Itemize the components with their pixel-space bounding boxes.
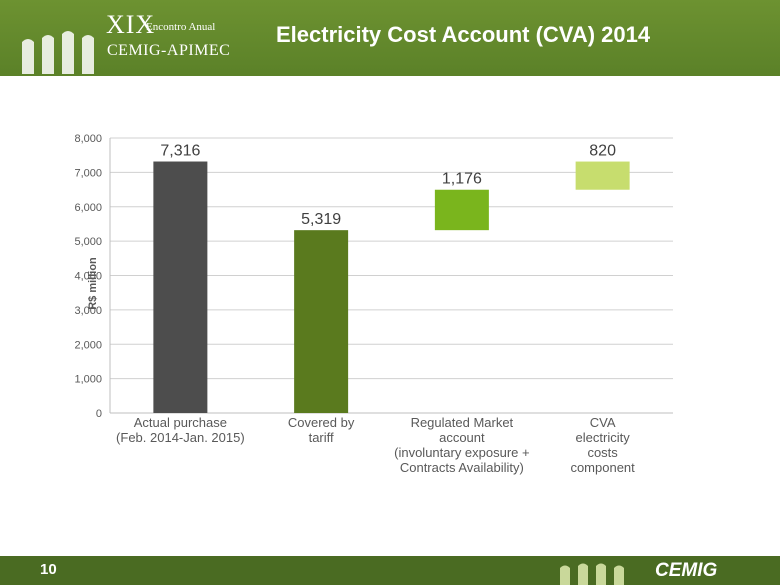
y-tick-label: 5,000 bbox=[74, 236, 102, 248]
bar bbox=[153, 161, 208, 413]
x-category-label-line: component bbox=[570, 460, 635, 475]
x-category-label: Actual purchase (Feb. 2014-Jan. 2015) bbox=[105, 415, 255, 445]
y-tick-label: 8,000 bbox=[74, 133, 102, 145]
bar bbox=[575, 161, 630, 190]
y-tick-label: 0 bbox=[96, 408, 102, 420]
y-tick-label: 7,000 bbox=[74, 167, 102, 179]
page-number: 10 bbox=[40, 561, 57, 578]
footer-band: 10 CEMIG bbox=[0, 556, 780, 585]
brand-wordmark: CEMIG bbox=[655, 560, 718, 581]
x-category-label-line: (Feb. 2014-Jan. 2015) bbox=[116, 430, 245, 445]
bar bbox=[434, 189, 489, 231]
data-label: 7,316 bbox=[160, 143, 200, 160]
data-label: 5,319 bbox=[301, 211, 341, 228]
y-tick-label: 3,000 bbox=[74, 305, 102, 317]
event-name: CEMIG-APIMEC bbox=[107, 42, 231, 59]
data-label: 820 bbox=[589, 143, 616, 160]
x-category-label-line: Covered by bbox=[287, 415, 355, 430]
x-category-label-line: Actual purchase bbox=[133, 415, 227, 430]
y-tick-label: 4,000 bbox=[74, 271, 102, 283]
y-axis-title: R$ million bbox=[87, 257, 99, 310]
footer-logo-icon bbox=[560, 563, 624, 585]
x-category-label-line: Contracts Availability) bbox=[399, 460, 524, 475]
x-category-label-line: account bbox=[439, 430, 485, 445]
x-category-label-line: CVA bbox=[589, 415, 616, 430]
data-label: 1,176 bbox=[442, 171, 482, 188]
cemig-logo-icon bbox=[22, 31, 94, 74]
y-tick-label: 6,000 bbox=[74, 202, 102, 214]
x-category-label: Regulated Market account (involuntary expo… bbox=[387, 415, 537, 475]
x-category-label-line: costs bbox=[587, 445, 618, 460]
header-band: XIX Encontro Anual CEMIG-APIMEC Electric… bbox=[0, 0, 780, 76]
event-numeral: XIX bbox=[106, 10, 156, 39]
event-subtitle: Encontro Anual bbox=[146, 21, 216, 33]
slide-title: Electricity Cost Account (CVA) 2014 bbox=[276, 22, 651, 47]
x-category-label-line: (involuntary exposure + bbox=[394, 445, 530, 460]
x-category-label: CVA electricity costs component bbox=[528, 415, 678, 475]
y-tick-label: 1,000 bbox=[74, 374, 102, 386]
y-tick-label: 2,000 bbox=[74, 339, 102, 351]
x-category-label-line: electricity bbox=[575, 430, 630, 445]
x-category-label-line: tariff bbox=[308, 430, 334, 445]
x-category-label-line: Regulated Market bbox=[410, 415, 514, 430]
bar bbox=[294, 230, 349, 413]
x-category-label: Covered by tariff bbox=[246, 415, 396, 445]
